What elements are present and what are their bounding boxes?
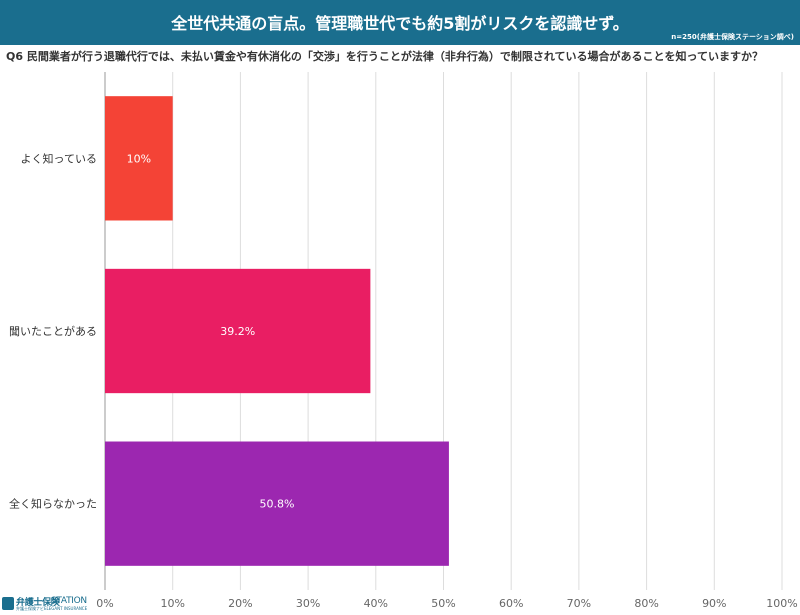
logo-sub-text-en: ELEGANT INSURANCE — [44, 606, 88, 611]
logo-station-text: STATION — [51, 596, 87, 606]
x-tick-label: 20% — [228, 597, 252, 610]
source-note: n=250(弁護士保険ステーション調べ) — [671, 33, 794, 41]
x-tick-label: 50% — [431, 597, 455, 610]
x-tick-label: 70% — [567, 597, 591, 610]
category-label: よく知っている — [21, 151, 97, 165]
logo-sub-text: 弁護士保険ナビ — [16, 606, 44, 611]
logo-main-text: 弁護士保険 — [16, 598, 60, 608]
x-tick-label: 40% — [364, 597, 388, 610]
x-tick-label: 30% — [296, 597, 320, 610]
x-tick-label: 90% — [702, 597, 726, 610]
x-tick-label: 100% — [766, 597, 797, 610]
data-label: 39.2% — [220, 325, 255, 338]
x-tick-label: 60% — [499, 597, 523, 610]
brand-logo: 弁護士保険 STATION 弁護士保険ナビ ELEGANT INSURANCE — [2, 594, 98, 614]
data-label: 10% — [127, 152, 151, 165]
labels: 0% 10% 20% 30% 40% 50% 60% 70% 80% 90% 100% よく知っている… — [9, 151, 798, 610]
bar — [105, 441, 449, 566]
chart-header: 全世代共通の盲点。管理職世代でも約5割がリスクを認識せず。 n=250(弁護士保… — [0, 0, 800, 45]
x-tick-label: 10% — [160, 597, 184, 610]
logo-icon — [2, 597, 14, 610]
category-label: 全く知らなかった — [9, 497, 97, 511]
bars — [105, 96, 449, 566]
data-label: 50.8% — [259, 498, 294, 511]
survey-question: Q6 民間業者が行う退職代行では、未払い賃金や有休消化の「交渉」を行うことが法律… — [6, 50, 763, 63]
bar — [105, 96, 173, 221]
x-tick-label: 0% — [96, 597, 113, 610]
category-label: 聞いたことがある — [9, 324, 97, 338]
x-tick-label: 80% — [634, 597, 658, 610]
chart-title: 全世代共通の盲点。管理職世代でも約5割がリスクを認識せず。 — [171, 14, 629, 33]
bar — [105, 268, 371, 394]
